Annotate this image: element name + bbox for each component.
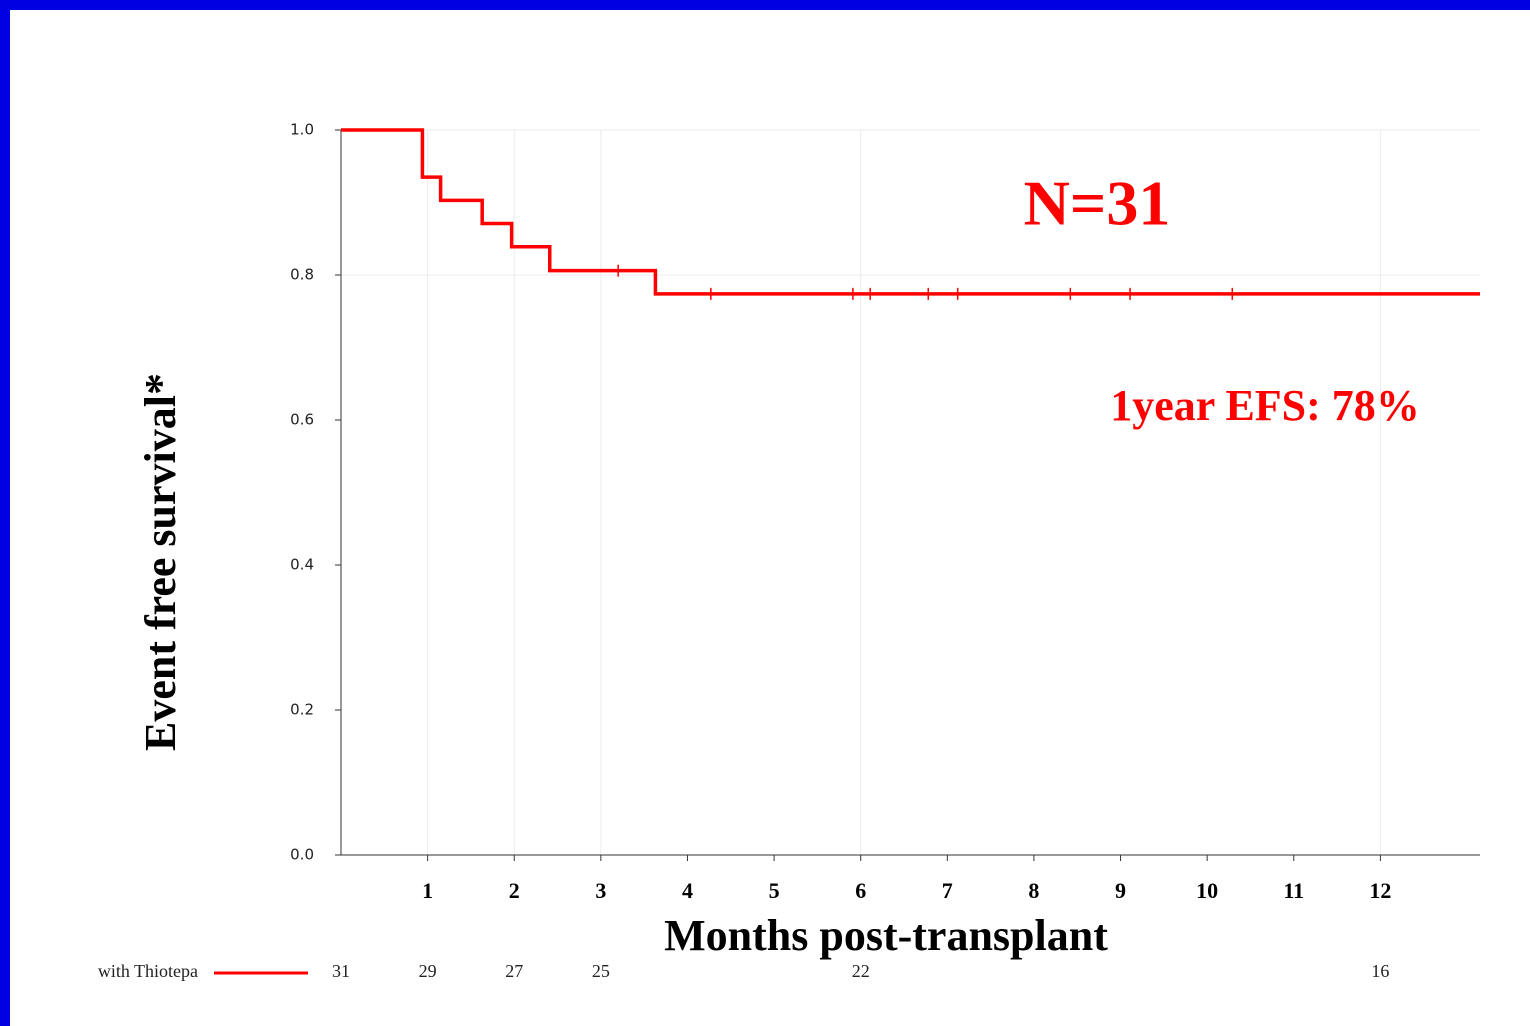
risk-count: 27 <box>505 961 523 981</box>
risk-count: 22 <box>852 961 870 981</box>
legend-label: with Thiotepa <box>98 961 198 981</box>
y-tick-label: 0.4 <box>290 556 314 574</box>
x-tick-label: 11 <box>1283 878 1304 903</box>
x-tick-label: 9 <box>1115 878 1126 903</box>
x-tick-label: 7 <box>942 878 953 903</box>
slide-background <box>10 10 1530 1026</box>
x-tick-label: 2 <box>509 878 520 903</box>
y-tick-label: 0.0 <box>290 846 314 864</box>
risk-count: 16 <box>1371 961 1389 981</box>
x-tick-label: 12 <box>1369 878 1391 903</box>
y-tick-label: 0.2 <box>290 701 314 719</box>
y-axis-label: Event free survival* <box>136 373 185 751</box>
annotation-n: N=31 <box>1024 168 1171 239</box>
survival-curve <box>341 128 1480 296</box>
x-tick-label: 5 <box>769 878 780 903</box>
x-tick-label: 4 <box>682 878 693 903</box>
x-tick-label: 6 <box>855 878 866 903</box>
y-tick-label: 1.0 <box>290 121 314 139</box>
y-tick-label: 0.8 <box>290 266 314 284</box>
x-tick-label: 3 <box>595 878 606 903</box>
x-tick-label: 8 <box>1028 878 1039 903</box>
x-tick-label: 1 <box>422 878 433 903</box>
y-tick-label: 0.6 <box>290 411 314 429</box>
x-axis-label: Months post-transplant <box>664 911 1108 960</box>
x-tick-label: 10 <box>1196 878 1218 903</box>
annotation-efs: 1year EFS: 78% <box>1110 381 1420 430</box>
risk-count: 31 <box>332 961 350 981</box>
risk-count: 25 <box>592 961 610 981</box>
risk-count: 29 <box>419 961 437 981</box>
